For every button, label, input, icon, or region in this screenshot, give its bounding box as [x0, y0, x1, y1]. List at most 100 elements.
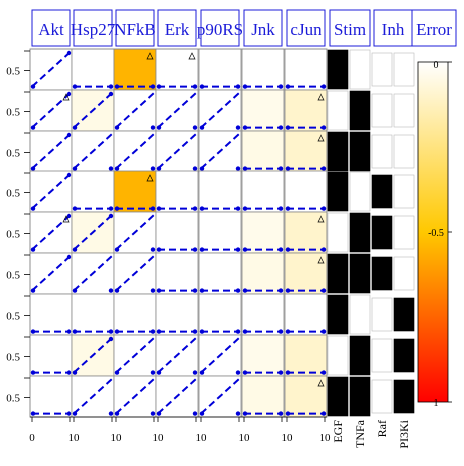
data-point: [66, 411, 72, 416]
heatmap-cell: [71, 48, 115, 91]
cell-background: [241, 130, 285, 173]
triangle-marker: [188, 52, 196, 60]
heatmap-cell: [29, 334, 73, 377]
heatmap-cell: [241, 252, 285, 295]
data-point: [108, 411, 114, 416]
data-point: [321, 411, 327, 416]
heatmap-cell: [71, 252, 115, 295]
data-point: [199, 84, 205, 89]
header-error-box: [411, 9, 457, 47]
cell-background: [284, 130, 328, 173]
data-point: [285, 125, 291, 130]
data-point: [321, 370, 327, 375]
simulation-line: [31, 214, 71, 251]
x-tick-label: 10: [282, 432, 294, 444]
stim-block: [327, 376, 349, 417]
data-point: [192, 411, 198, 416]
cell-background: [241, 89, 285, 132]
data-point: [72, 247, 78, 252]
heatmap-cell: [113, 211, 157, 254]
y-tick-label: 0.5: [6, 352, 20, 364]
x-tick-label: 10: [111, 432, 123, 444]
data-point: [278, 288, 284, 293]
heatmap-cell: [241, 48, 285, 91]
heatmap-cell: [198, 293, 242, 336]
cell-background: [284, 48, 328, 91]
header-inh-box: [373, 9, 413, 47]
simulation-line: [200, 378, 240, 415]
readout-grid: [29, 48, 328, 418]
data-point: [72, 411, 78, 416]
data-point: [150, 329, 156, 334]
heatmap-cell: [155, 89, 199, 132]
heatmap-cell: [71, 293, 115, 336]
x-tick-label: 10: [320, 432, 332, 444]
simulation-line: [31, 173, 71, 210]
data-point: [150, 288, 156, 293]
heatmap-cell: [113, 293, 157, 336]
data-point: [321, 84, 327, 89]
x-tick-label: 10: [239, 432, 251, 444]
data-point: [321, 206, 327, 211]
data-point: [72, 125, 78, 130]
cell-background: [241, 48, 285, 91]
data-point: [114, 329, 120, 334]
heatmap-cell: [155, 334, 199, 377]
data-point: [30, 125, 36, 130]
inh-block: [371, 215, 393, 250]
data-point: [156, 247, 162, 252]
simulation-line: [73, 378, 113, 415]
data-point: [108, 206, 114, 211]
data-point: [108, 91, 114, 97]
data-point: [30, 206, 36, 211]
inh-block: [393, 379, 415, 414]
heatmap-cell: [29, 130, 73, 173]
x-tick-label: 10: [153, 432, 165, 444]
cell-background: [29, 334, 73, 377]
heatmap-cell: [284, 170, 328, 213]
data-point: [285, 166, 291, 171]
simulation-line: [115, 92, 155, 129]
data-point: [30, 288, 36, 293]
data-point: [321, 329, 327, 334]
y-tick-label: 0.5: [6, 270, 20, 282]
data-point: [150, 125, 156, 130]
cell-background: [284, 170, 328, 213]
triangle-marker: [317, 134, 325, 142]
stim-block: [349, 294, 371, 335]
cell-background: [284, 211, 328, 254]
simulation-line: [157, 133, 197, 170]
data-point: [114, 84, 120, 89]
data-point: [156, 125, 162, 130]
heatmap-cell: [284, 252, 328, 295]
data-point: [30, 84, 36, 89]
cell-background: [29, 375, 73, 418]
heatmap-cell: [241, 334, 285, 377]
data-point: [242, 329, 248, 334]
data-point: [30, 370, 36, 375]
heatmap-cell: [241, 170, 285, 213]
simulation-line: [115, 133, 155, 170]
heatmap-cell: [71, 211, 115, 254]
heatmap-cell: [29, 170, 73, 213]
data-point: [108, 84, 114, 89]
heatmap-cell: [113, 334, 157, 377]
heatmap-cell: [198, 334, 242, 377]
y-tick-label: 0.5: [6, 107, 20, 119]
stim-block: [327, 131, 349, 172]
heatmap-cell: [29, 252, 73, 295]
y-axis-ticks: 0.5 0.5 0.5 0.5 0.5 0.5 0.5 0.5 0.5: [6, 50, 30, 405]
inh-block: [371, 379, 393, 414]
data-point: [242, 166, 248, 171]
heatmap-cell: [113, 130, 157, 173]
cell-background: [155, 293, 199, 336]
data-point: [278, 370, 284, 375]
heatmap-cell: [71, 170, 115, 213]
heatmap-cell: [241, 130, 285, 173]
header-hsp27-box: [73, 9, 113, 47]
cell-background: [155, 170, 199, 213]
cell-background: [155, 48, 199, 91]
colorbar-tick-label: -0.5: [428, 228, 444, 239]
data-point: [66, 172, 72, 178]
data-point: [30, 411, 36, 416]
